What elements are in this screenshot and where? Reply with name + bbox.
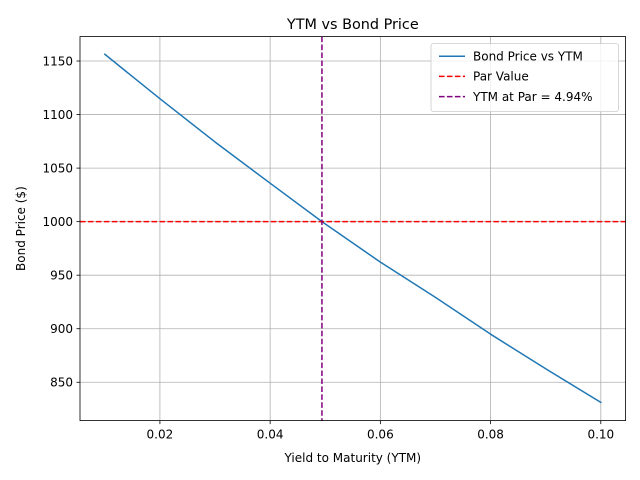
y-tick-label: 1050 — [42, 161, 73, 175]
x-tick-label: 0.06 — [367, 428, 394, 442]
legend-box — [430, 43, 620, 112]
plot-series — [80, 36, 626, 421]
legend-entry-bond-price-label: Bond Price vs YTM — [473, 50, 583, 64]
x-tick-label: 0.10 — [587, 428, 614, 442]
legend-entry-ytm-at-par-label: YTM at Par = 4.94% — [472, 90, 593, 104]
y-tick-label: 1100 — [42, 108, 73, 122]
y-tick-label: 950 — [50, 268, 73, 282]
axis-ticks: 0.02 0.04 0.06 0.08 0.10 850 900 950 1000 1050 110… — [42, 54, 614, 441]
y-tick-label: 900 — [50, 322, 73, 336]
x-axis-label: Yield to Maturity (YTM) — [284, 451, 422, 465]
axes-frame — [79, 36, 626, 421]
x-tick-label: 0.04 — [257, 428, 284, 442]
chart-title: YTM vs Bond Price — [286, 17, 419, 33]
x-tick-label: 0.08 — [477, 428, 504, 442]
y-axis-label: Bond Price ($) — [14, 186, 28, 271]
plot-area-border — [79, 36, 626, 421]
legend: Bond Price vs YTM Par Value YTM at Par = 4… — [430, 43, 620, 112]
y-tick-label: 850 — [50, 376, 73, 390]
bond-price-line — [103, 53, 602, 404]
x-tick-label: 0.02 — [147, 428, 174, 442]
y-tick-label: 1150 — [42, 54, 73, 68]
y-tick-label: 1000 — [42, 215, 73, 229]
legend-entry-par-value-label: Par Value — [473, 70, 529, 84]
